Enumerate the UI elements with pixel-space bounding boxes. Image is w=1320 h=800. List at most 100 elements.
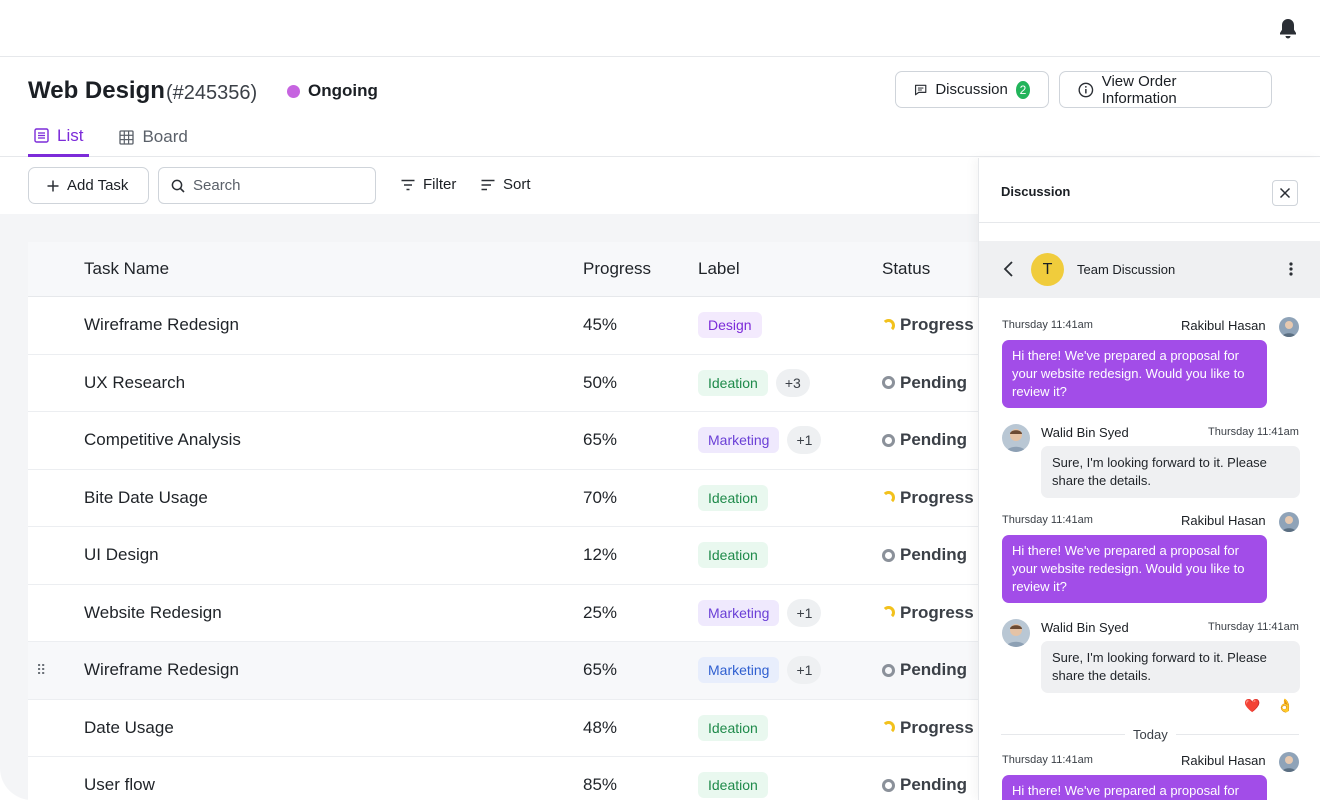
divider [979, 222, 1320, 223]
table-row[interactable]: Website Redesign 25% Marketing +1 Progre… [28, 584, 978, 642]
task-status[interactable]: Pending [882, 660, 967, 680]
top-bar [0, 0, 1320, 57]
column-header-label[interactable]: Label [698, 259, 740, 278]
back-chevron-icon[interactable] [1003, 260, 1015, 278]
task-status[interactable]: Progress [882, 488, 974, 508]
table-row[interactable]: ⠿ Wireframe Redesign 65% Marketing +1 Pe… [28, 642, 978, 700]
search-box [158, 167, 376, 204]
person-avatar-icon [1006, 429, 1026, 452]
task-name: UI Design [84, 545, 159, 565]
more-options-icon[interactable] [1289, 261, 1293, 277]
task-status[interactable]: Progress [882, 315, 974, 335]
task-status-label: Pending [900, 545, 968, 565]
order-id: (#245356) [166, 82, 258, 104]
more-labels-badge[interactable]: +1 [787, 598, 822, 627]
user-avatar [1279, 512, 1299, 532]
filter-label: Filter [423, 176, 457, 193]
tab-list-label: List [57, 125, 84, 145]
task-status[interactable]: Progress [882, 603, 974, 623]
person-avatar-icon [1006, 624, 1026, 647]
drag-handle-icon[interactable]: ⠿ [36, 661, 47, 678]
user-avatar [1279, 752, 1299, 772]
label-pill[interactable]: Marketing [698, 657, 780, 684]
message-bubble: Hi there! We've prepared a proposal for [1002, 775, 1267, 800]
task-status[interactable]: Progress [882, 718, 974, 738]
pending-status-icon [882, 548, 895, 562]
task-status[interactable]: Pending [882, 775, 967, 795]
label-pill[interactable]: Marketing [698, 427, 780, 454]
task-progress: 85% [583, 775, 618, 795]
label-pill[interactable]: Ideation [698, 542, 768, 569]
column-header-status[interactable]: Status [882, 259, 931, 278]
more-labels-badge[interactable]: +3 [775, 368, 810, 397]
progress-status-icon [882, 606, 895, 620]
message-bubble: Sure, I'm looking forward to it. Please … [1041, 641, 1300, 693]
progress-status-icon [882, 318, 895, 332]
message-author: Rakibul Hasan [1181, 753, 1266, 768]
filter-icon [401, 179, 415, 190]
add-task-button[interactable]: Add Task [28, 167, 149, 204]
task-status-label: Progress [900, 602, 974, 622]
task-progress: 65% [583, 660, 618, 680]
search-icon [171, 179, 185, 193]
column-header-progress[interactable]: Progress [583, 259, 652, 278]
close-panel-button[interactable] [1272, 180, 1298, 206]
tab-board[interactable]: Board [113, 117, 193, 157]
heart-reaction-icon[interactable]: ❤️ [1244, 698, 1261, 713]
label-pill[interactable]: Ideation [698, 369, 768, 396]
notification-bell-icon[interactable] [1278, 18, 1298, 40]
board-grid-icon [119, 129, 135, 145]
task-name: User flow [84, 775, 155, 795]
more-labels-badge[interactable]: +1 [787, 426, 822, 455]
column-header-task-name[interactable]: Task Name [84, 259, 170, 278]
ok-hand-reaction-icon[interactable]: 👌 [1277, 698, 1294, 713]
table-row[interactable]: UI Design 12% Ideation Pending [28, 527, 978, 585]
discussion-count-badge: 2 [1015, 80, 1030, 99]
close-icon [1279, 187, 1291, 199]
task-progress: 45% [583, 315, 618, 335]
task-labels: Ideation [698, 714, 768, 741]
message-timestamp: Thursday 11:41am [1002, 514, 1093, 526]
table-row[interactable]: Date Usage 48% Ideation Progress [28, 699, 978, 757]
label-pill[interactable]: Design [698, 312, 762, 339]
task-name: Date Usage [84, 717, 174, 737]
task-status[interactable]: Pending [882, 545, 967, 565]
person-avatar-icon [1282, 756, 1296, 772]
discussion-button[interactable]: Discussion 2 [895, 71, 1049, 108]
table-row[interactable]: Bite Date Usage 70% Ideation Progress [28, 469, 978, 527]
task-name: Bite Date Usage [84, 487, 208, 507]
label-pill[interactable]: Ideation [698, 484, 768, 511]
task-status-label: Pending [900, 775, 968, 795]
label-pill[interactable]: Ideation [698, 714, 768, 741]
status-dot-icon [287, 84, 300, 98]
message-author: Rakibul Hasan [1181, 513, 1266, 528]
tab-list[interactable]: List [28, 117, 90, 157]
add-task-label: Add Task [67, 177, 129, 194]
project-status: Ongoing [287, 81, 378, 101]
project-status-label: Ongoing [308, 81, 378, 100]
task-status[interactable]: Pending [882, 373, 967, 393]
task-labels: Marketing +1 [698, 426, 822, 455]
filter-button[interactable]: Filter [401, 176, 456, 193]
task-progress: 48% [583, 717, 618, 737]
view-order-information-button[interactable]: View Order Information [1059, 71, 1272, 108]
label-pill[interactable]: Marketing [698, 599, 780, 626]
message-bubble: Hi there! We've prepared a proposal for … [1002, 535, 1267, 603]
task-labels: Ideation [698, 484, 768, 511]
more-labels-badge[interactable]: +1 [787, 656, 822, 685]
search-input[interactable] [193, 177, 363, 194]
table-row[interactable]: Competitive Analysis 65% Marketing +1 Pe… [28, 412, 978, 470]
table-row[interactable]: Wireframe Redesign 45% Design Progress [28, 297, 978, 355]
label-pill[interactable]: Ideation [698, 772, 768, 799]
person-avatar-icon [1282, 321, 1296, 337]
task-labels: Marketing +1 [698, 656, 822, 685]
sort-button[interactable]: Sort [481, 176, 531, 193]
pending-status-icon [882, 663, 895, 677]
task-labels: Ideation [698, 542, 768, 569]
task-status[interactable]: Pending [882, 430, 967, 450]
user-avatar [1279, 317, 1299, 337]
person-avatar-icon [1282, 516, 1296, 532]
table-row[interactable]: UX Research 50% Ideation +3 Pending [28, 354, 978, 412]
table-row[interactable]: User flow 85% Ideation Pending [28, 757, 978, 800]
message-bubble: Sure, I'm looking forward to it. Please … [1041, 446, 1300, 498]
